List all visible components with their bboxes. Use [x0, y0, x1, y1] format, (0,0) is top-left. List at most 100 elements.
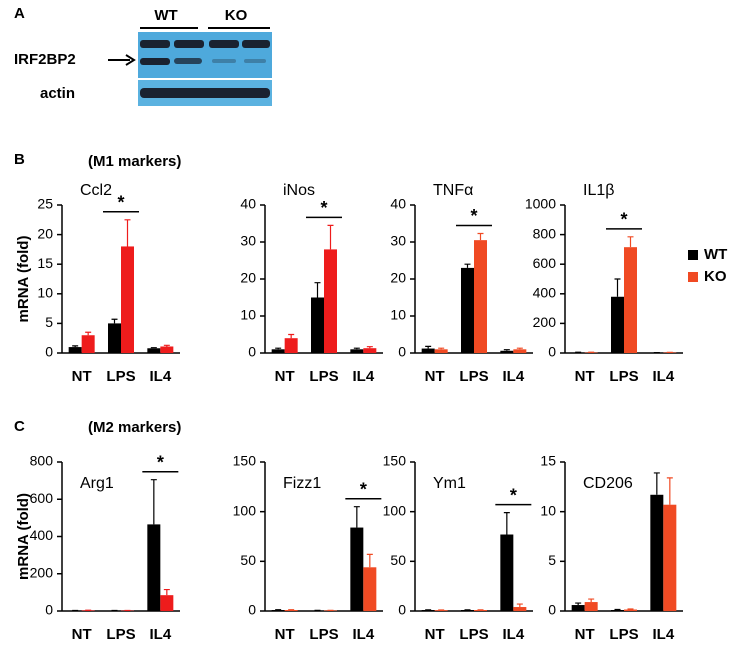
- chart-title: TNFα: [433, 182, 473, 199]
- x-tick-label: IL4: [502, 626, 524, 643]
- significance-star: *: [117, 193, 124, 213]
- significance-star: *: [620, 210, 627, 230]
- y-tick-label: 600: [533, 255, 557, 271]
- x-tick-label: LPS: [609, 368, 638, 385]
- y-tick-label: 5: [548, 552, 556, 568]
- y-tick-label: 400: [533, 285, 557, 301]
- chart-title: iNos: [283, 182, 315, 199]
- bar: [500, 534, 514, 611]
- x-tick-label: NT: [72, 368, 92, 385]
- legend-label: WT: [704, 246, 727, 263]
- legend-swatch: [688, 250, 698, 260]
- y-tick-label: 10: [540, 502, 556, 518]
- significance-star: *: [510, 485, 517, 505]
- y-tick-label: 30: [390, 233, 406, 249]
- x-tick-label: NT: [425, 368, 445, 385]
- error-bar: [438, 347, 445, 350]
- bar: [513, 349, 527, 353]
- y-tick-label: 150: [233, 453, 257, 469]
- error-bar: [516, 603, 523, 608]
- y-tick-label: 100: [233, 502, 257, 518]
- error-bar: [124, 219, 131, 247]
- y-tick-label: 0: [398, 344, 406, 360]
- western-blot: WT KO IRF2BP2 actin: [14, 7, 272, 106]
- error-bar: [503, 512, 510, 535]
- x-tick-label: NT: [275, 368, 295, 385]
- x-tick-label: NT: [425, 626, 445, 643]
- y-tick-label: 10: [240, 307, 256, 323]
- error-bar: [653, 472, 660, 495]
- y-tick-label: 0: [45, 602, 53, 618]
- x-tick-label: NT: [575, 368, 595, 385]
- x-tick-label: IL4: [652, 626, 674, 643]
- y-tick-label: 10: [390, 307, 406, 323]
- y-tick-label: 800: [30, 453, 54, 469]
- blot-group: KO: [225, 7, 248, 24]
- bar: [363, 348, 377, 353]
- bar: [147, 524, 161, 611]
- y-tick-label: 10: [37, 285, 53, 301]
- y-tick-label: 20: [37, 225, 53, 241]
- y-tick-label: 30: [240, 233, 256, 249]
- error-bar: [353, 347, 360, 350]
- y-tick-label: 150: [383, 453, 407, 469]
- y-tick-label: 0: [548, 602, 556, 618]
- bar: [363, 567, 377, 611]
- error-bar: [327, 224, 334, 250]
- legend-label: KO: [704, 268, 727, 285]
- bar: [624, 247, 637, 353]
- bar: [500, 350, 514, 353]
- bar: [461, 610, 474, 611]
- y-tick-label: 0: [45, 344, 53, 360]
- bar: [474, 610, 487, 611]
- chart-title: Ym1: [433, 475, 466, 492]
- bar: [108, 323, 121, 353]
- y-axis-label: mRNA (fold): [15, 236, 32, 323]
- x-tick-label: LPS: [459, 368, 488, 385]
- y-tick-label: 0: [548, 344, 556, 360]
- panel-label: C: [14, 418, 25, 435]
- error-bar: [425, 345, 432, 349]
- y-tick-label: 200: [533, 314, 557, 330]
- error-bar: [85, 331, 92, 336]
- blot-bands: [140, 40, 270, 98]
- x-tick-label: LPS: [309, 626, 338, 643]
- error-bar: [464, 263, 471, 268]
- error-bar: [288, 333, 295, 339]
- bar: [311, 297, 324, 353]
- error-bar: [366, 553, 373, 568]
- bar: [324, 249, 337, 353]
- x-tick-label: IL4: [352, 368, 374, 385]
- bar: [284, 338, 298, 353]
- bar: [584, 602, 598, 611]
- y-tick-label: 0: [248, 602, 256, 618]
- y-tick-label: 0: [248, 344, 256, 360]
- error-bar: [503, 349, 510, 351]
- significance-star: *: [470, 206, 477, 226]
- x-tick-label: IL4: [352, 626, 374, 643]
- bar: [663, 504, 677, 611]
- bar: [571, 605, 585, 611]
- x-tick-label: IL4: [149, 368, 171, 385]
- arrow-head: [125, 54, 136, 66]
- chart-title: CD206: [583, 475, 633, 492]
- x-tick-label: LPS: [106, 368, 135, 385]
- y-tick-label: 50: [390, 552, 406, 568]
- bar: [434, 349, 448, 353]
- bar: [624, 609, 637, 611]
- significance-star: *: [157, 452, 164, 472]
- error-bar: [516, 347, 523, 350]
- x-tick-label: IL4: [652, 368, 674, 385]
- y-tick-label: 25: [37, 196, 53, 212]
- bar: [611, 610, 624, 611]
- y-axis-label: mRNA (fold): [15, 493, 32, 580]
- y-tick-label: 100: [383, 502, 407, 518]
- bar: [271, 610, 285, 611]
- y-tick-label: 200: [30, 564, 54, 580]
- blot-image: [138, 32, 272, 78]
- bar: [421, 348, 435, 353]
- chart-title: Ccl2: [80, 182, 112, 199]
- error-bar: [575, 602, 582, 606]
- error-bar: [72, 345, 79, 348]
